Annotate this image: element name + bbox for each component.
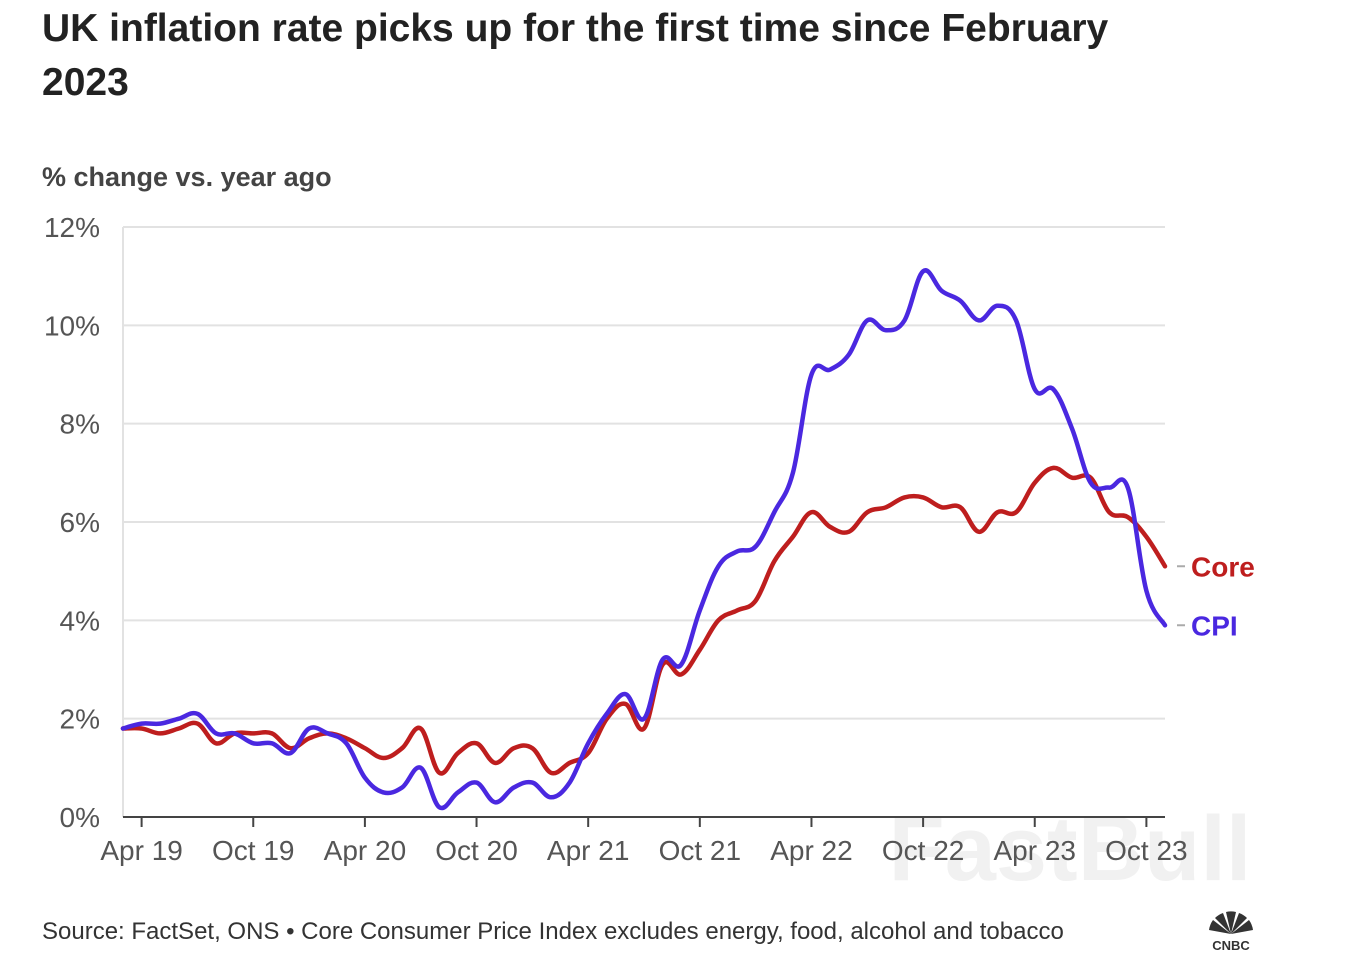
x-tick-label: Oct 22 <box>882 835 964 866</box>
y-axis-caption: % change vs. year ago <box>42 162 332 192</box>
y-tick-label: 4% <box>60 605 100 636</box>
x-axis-ticks: Apr 19 Oct 19 Apr 20 Oct 20 Apr 21 Oct 21 Apr … <box>100 817 1188 866</box>
y-tick-label: 0% <box>60 802 100 833</box>
source-note: Source: FactSet, ONS • Core Consumer Pri… <box>42 918 1064 945</box>
series-labels: Core CPI <box>1177 551 1255 641</box>
x-tick-label: Apr 21 <box>547 835 630 866</box>
y-tick-label: 8% <box>60 409 100 440</box>
x-tick-label: Oct 23 <box>1105 835 1187 866</box>
cpi-series-label: CPI <box>1191 610 1238 641</box>
x-tick-label: Oct 20 <box>435 835 517 866</box>
chart-title: UK inflation rate picks up for the first… <box>42 7 1109 104</box>
x-tick-label: Oct 19 <box>212 835 294 866</box>
series-lines <box>120 268 1168 811</box>
cnbc-logo: CNBC <box>1209 911 1253 953</box>
x-tick-label: Apr 19 <box>100 835 183 866</box>
y-tick-label: 2% <box>60 704 100 735</box>
cpi-series-line <box>120 268 1168 811</box>
y-tick-label: 12% <box>44 212 100 243</box>
x-tick-label: Oct 21 <box>659 835 741 866</box>
cnbc-peacock-icon <box>1209 911 1253 934</box>
y-tick-label: 6% <box>60 507 100 538</box>
watermark-text: FastBull <box>889 798 1252 900</box>
x-tick-label: Apr 23 <box>994 835 1077 866</box>
y-axis-ticks: 0% 2% 4% 6% 8% 10% 12% <box>44 212 100 833</box>
cnbc-logo-text: CNBC <box>1212 938 1250 953</box>
watermark: FastBull <box>889 798 1252 900</box>
y-tick-label: 10% <box>44 310 100 341</box>
x-tick-label: Apr 22 <box>770 835 853 866</box>
x-tick-label: Apr 20 <box>324 835 407 866</box>
core-series-label: Core <box>1191 551 1255 582</box>
